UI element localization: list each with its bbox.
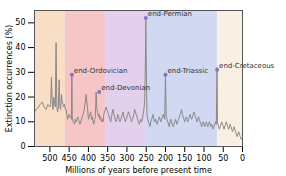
svg-text:500: 500 [42, 154, 57, 163]
svg-text:300: 300 [119, 154, 134, 163]
svg-text:20: 20 [15, 93, 25, 102]
svg-text:end-Devonian: end-Devonian [101, 84, 150, 92]
svg-text:end-Ordovician: end-Ordovician [74, 67, 128, 75]
svg-text:200: 200 [158, 154, 173, 163]
svg-text:Extinction occurrences (%): Extinction occurrences (%) [5, 25, 14, 132]
svg-text:10: 10 [15, 117, 25, 126]
svg-text:350: 350 [100, 154, 115, 163]
svg-text:40: 40 [15, 43, 25, 52]
svg-text:100: 100 [196, 154, 211, 163]
svg-text:50: 50 [218, 154, 228, 163]
svg-text:Millions of years before prese: Millions of years before present time [65, 166, 212, 175]
svg-text:0: 0 [20, 142, 25, 151]
svg-text:150: 150 [177, 154, 192, 163]
svg-text:end-Triassic: end-Triassic [167, 67, 208, 75]
svg-text:50: 50 [15, 18, 25, 27]
svg-text:0: 0 [240, 154, 245, 163]
svg-text:250: 250 [139, 154, 154, 163]
svg-text:30: 30 [15, 68, 25, 77]
svg-text:450: 450 [62, 154, 77, 163]
svg-text:end-Permian: end-Permian [148, 10, 192, 18]
svg-text:400: 400 [81, 154, 96, 163]
svg-text:end-Cretaceous: end-Cretaceous [219, 62, 275, 70]
